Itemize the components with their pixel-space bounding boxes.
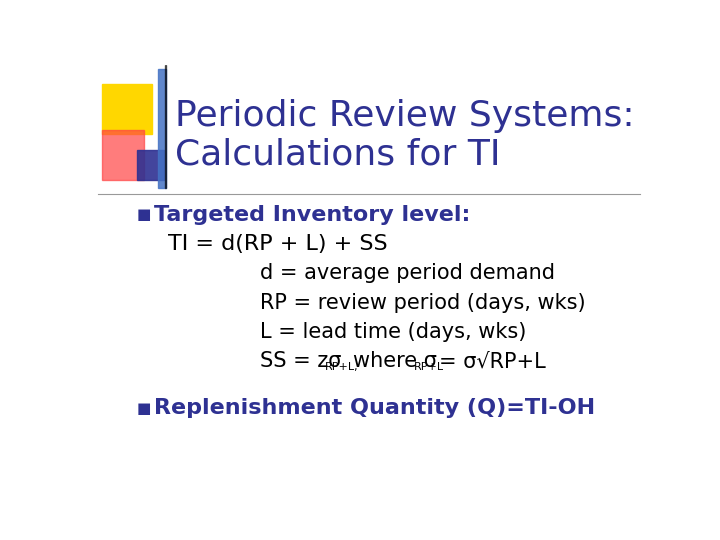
- Text: Periodic Review Systems:: Periodic Review Systems:: [175, 99, 635, 133]
- Text: Replenishment Quantity (Q)=TI-OH: Replenishment Quantity (Q)=TI-OH: [153, 398, 595, 418]
- Text: = σ√RP+L: = σ√RP+L: [438, 351, 546, 372]
- Text: TI = d(RP + L) + SS: TI = d(RP + L) + SS: [168, 234, 387, 254]
- Bar: [158, 69, 166, 188]
- Text: Targeted Inventory level:: Targeted Inventory level:: [153, 205, 470, 225]
- Text: ■: ■: [137, 207, 151, 222]
- Text: Calculations for TI: Calculations for TI: [175, 138, 500, 172]
- Text: where σ: where σ: [353, 351, 436, 372]
- Bar: [102, 130, 144, 180]
- Text: RP+L,: RP+L,: [325, 362, 359, 372]
- Text: L = lead time (days, wks): L = lead time (days, wks): [261, 322, 527, 342]
- Text: ■: ■: [137, 401, 151, 416]
- Text: RP+L: RP+L: [414, 362, 444, 372]
- Text: RP = review period (days, wks): RP = review period (days, wks): [261, 293, 586, 313]
- Bar: [165, 65, 166, 188]
- Bar: [102, 84, 152, 134]
- Bar: [137, 150, 163, 180]
- Text: SS = zσ: SS = zσ: [261, 351, 342, 372]
- Text: d = average period demand: d = average period demand: [261, 264, 556, 284]
